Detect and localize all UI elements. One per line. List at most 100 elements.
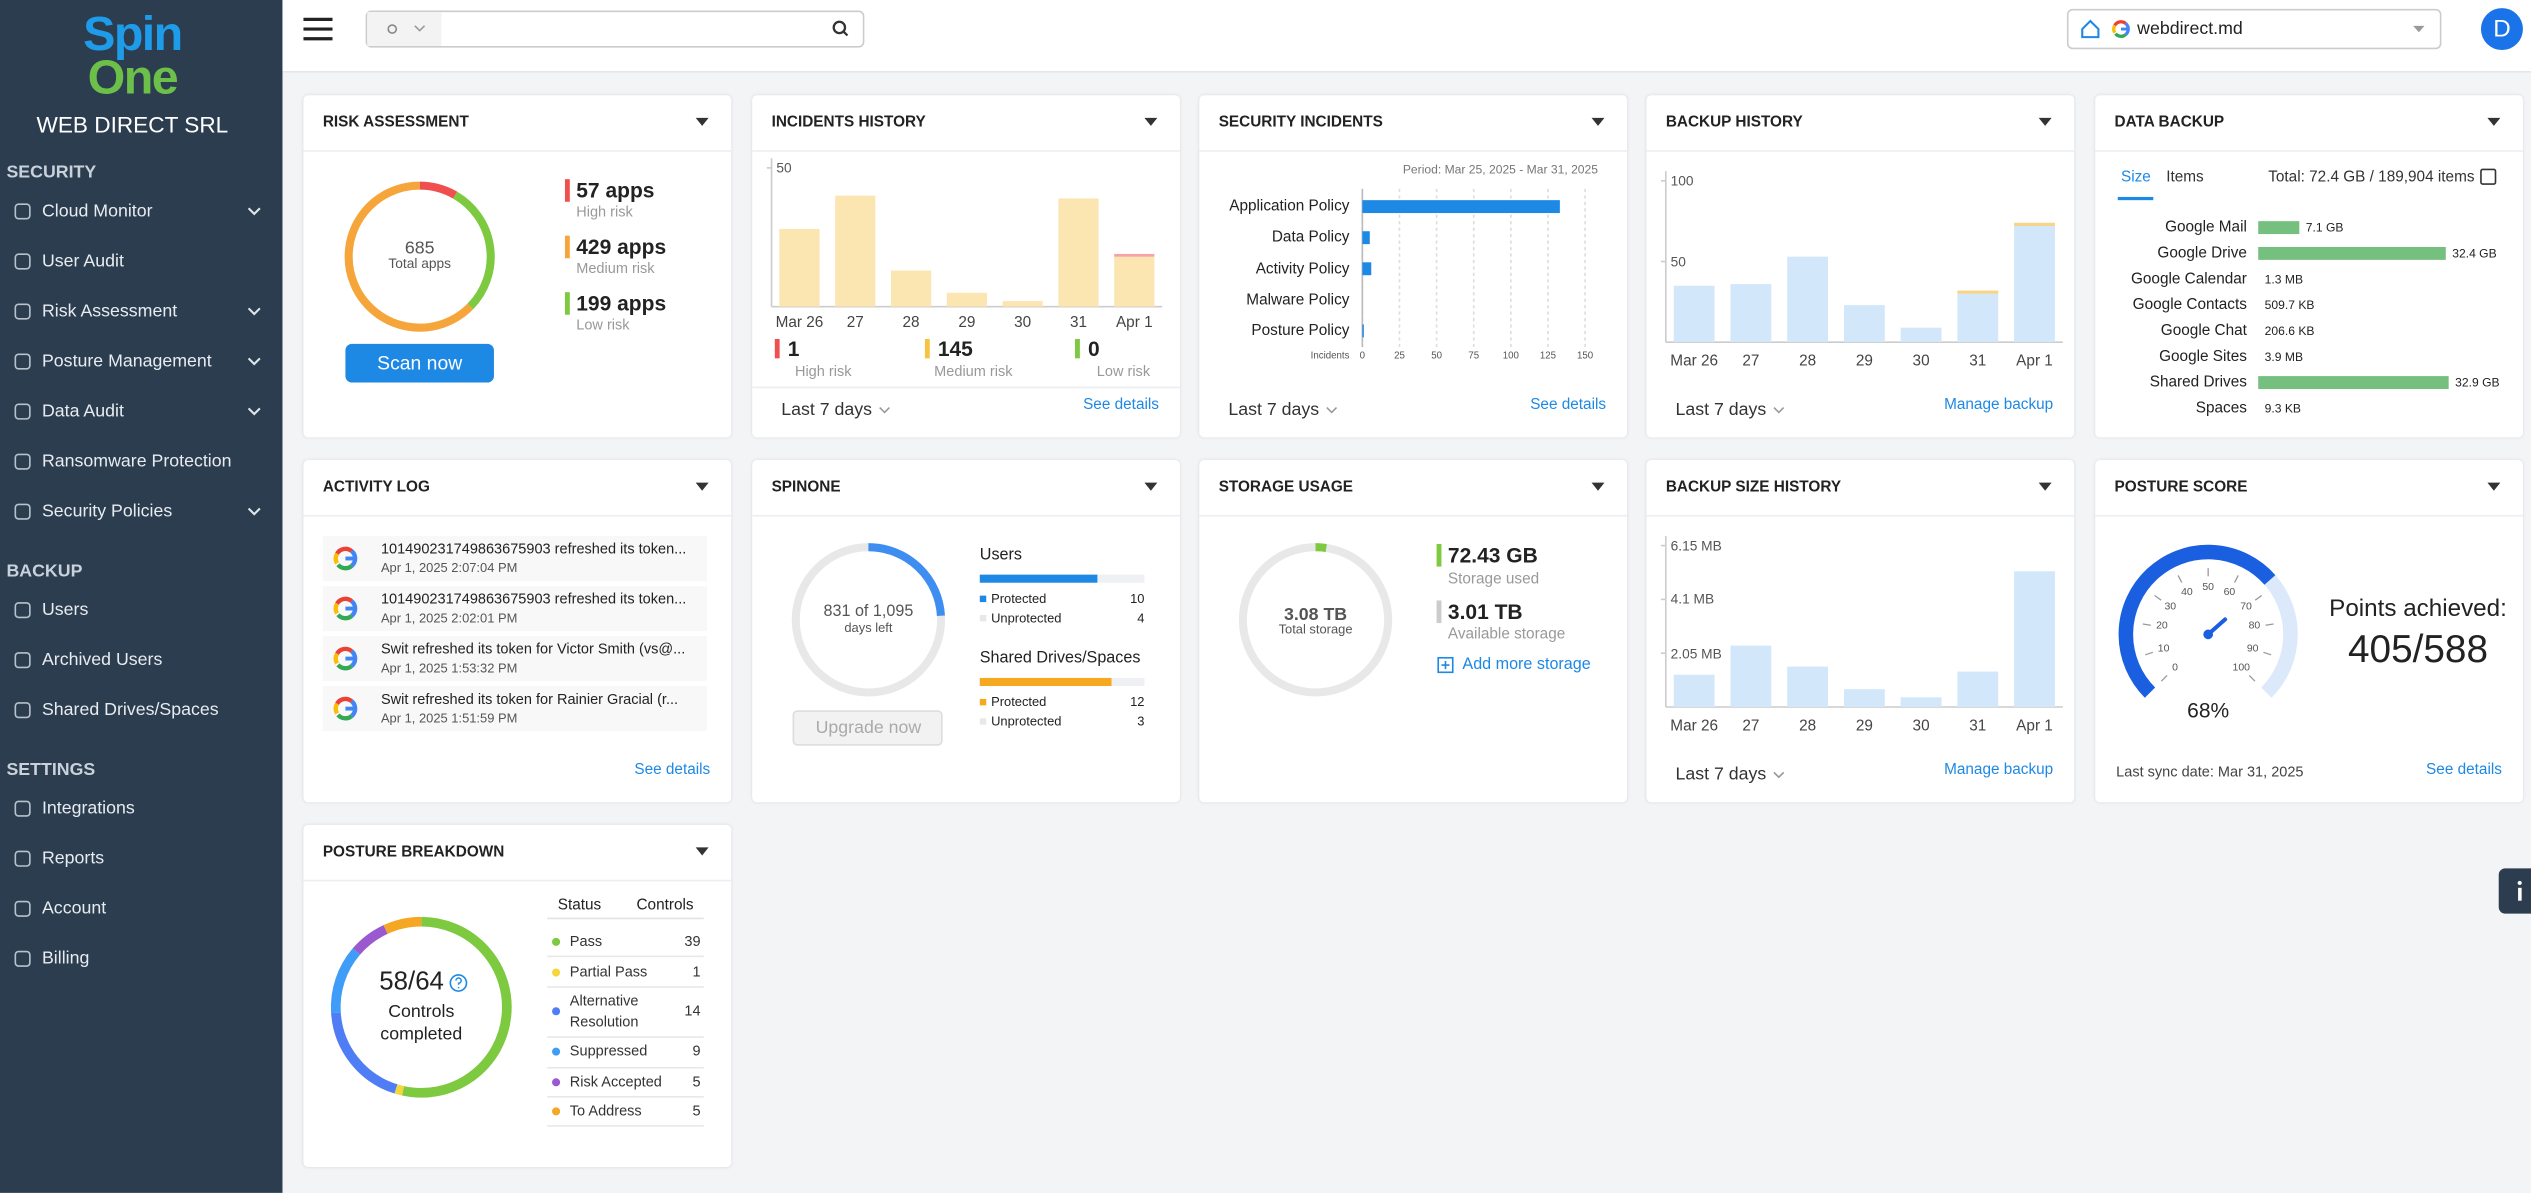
button-label[interactable]: Scan now [377, 351, 463, 375]
tab[interactable]: Items [2166, 168, 2204, 187]
status-row: Alternative Resolution 14 [547, 987, 704, 1039]
nav-item[interactable]: Risk Assessment [41, 301, 178, 322]
button-label[interactable]: Upgrade now [815, 718, 922, 738]
gauge-tick [2154, 594, 2162, 601]
text: of [854, 602, 869, 621]
nav-item[interactable]: Integrations [41, 799, 135, 819]
y-tick-label: 2.05 MB [1670, 645, 1722, 662]
log-text: 101490231749863675903 refreshed its toke… [380, 590, 687, 607]
x-tick-label: 75 [1468, 351, 1480, 362]
value-label: 32.4 GB [2452, 246, 2497, 261]
legend-swatch [979, 718, 987, 725]
menu-caret [695, 847, 709, 856]
google-icon [333, 552, 340, 565]
tab[interactable]: Size [2121, 168, 2151, 187]
status-label: Risk Accepted [569, 1072, 662, 1090]
x-tick-label: 50 [1431, 351, 1442, 362]
avatar [2480, 8, 2523, 51]
gauge-tick-label: 60 [2223, 586, 2236, 599]
sidebar: Spin One WEB DIRECT SRL SECURITY Cloud Monit… [0, 0, 283, 1193]
gauge-tick-label: 20 [2156, 621, 2168, 633]
risk-marker [1075, 338, 1080, 359]
count: 5 [692, 1072, 701, 1090]
gauge-tick-label: 90 [2246, 643, 2259, 655]
bar [2258, 221, 2300, 235]
total-label: Total apps [388, 255, 451, 272]
nav-item[interactable]: Security Policies [41, 502, 173, 522]
period-select[interactable]: Last 7 days [1675, 765, 1767, 785]
link[interactable]: See details [634, 761, 711, 779]
status-row: Risk Accepted 5 [547, 1068, 704, 1098]
section-title: SETTINGS [6, 760, 96, 780]
nav-item[interactable]: Account [41, 899, 107, 919]
status-row: To Address 5 [547, 1097, 704, 1128]
button[interactable] [345, 343, 494, 383]
link[interactable]: See details [2426, 761, 2502, 779]
x-tick-label: 29 [1855, 717, 1873, 736]
risk-label: Medium risk [576, 259, 655, 277]
period-select[interactable]: Last 7 days [1675, 400, 1767, 420]
period-select[interactable]: Last 7 days [1228, 400, 1320, 420]
x-tick-label: 28 [1799, 352, 1817, 371]
period-select[interactable]: Last 7 days [781, 400, 873, 420]
legend-label: Unprotected [991, 610, 1062, 626]
risk-marker [564, 235, 570, 259]
nav-item[interactable]: Billing [41, 949, 90, 969]
nav-item[interactable]: Posture Management [41, 351, 212, 372]
link[interactable]: Manage backup [1944, 761, 2054, 779]
nav-item[interactable]: Reports [41, 849, 105, 869]
legend-label: Protected [991, 694, 1047, 710]
category-label: Posture Policy [1251, 322, 1350, 340]
nav-item[interactable]: Data Audit [41, 401, 124, 422]
category-label: Malware Policy [1246, 290, 1350, 309]
link[interactable]: See details [1530, 396, 1607, 415]
bar [1673, 285, 1715, 343]
graphics [303, 117, 732, 332]
risk-label: High risk [576, 203, 633, 220]
link[interactable]: Manage backup [1944, 396, 2054, 415]
bar [2014, 222, 2055, 226]
avatar-letter[interactable]: D [2493, 15, 2511, 43]
x-tick-label: 31 [1969, 717, 1987, 736]
y-tick-label: 50 [776, 159, 792, 176]
nav-item[interactable]: Cloud Monitor [41, 201, 153, 222]
status-label: To Address [569, 1102, 642, 1119]
menu-caret [1591, 482, 1605, 491]
google-icon [333, 702, 340, 715]
google-icon [335, 646, 354, 656]
graphics [1646, 482, 2075, 779]
logo: Spin [83, 8, 183, 62]
link[interactable]: Add more storage [1462, 656, 1591, 674]
menu-caret [1144, 482, 1158, 491]
nav-item[interactable]: Shared Drives/Spaces [41, 700, 219, 720]
graphics [2095, 117, 2523, 390]
info-tab[interactable] [2498, 868, 2531, 914]
nav-item[interactable]: Archived Users [41, 650, 163, 670]
donut-segment [868, 543, 945, 617]
period-range: Period: Mar 25, 2025 - Mar 31, 2025 [1402, 162, 1599, 177]
count: 9 [692, 1043, 701, 1060]
button[interactable] [792, 710, 943, 746]
status-table: Pass 39 Partial Pass 1 Alternative Resolutio… [547, 928, 704, 1128]
log-date: Apr 1, 2025 1:51:59 PM [380, 711, 518, 726]
count: 10 [1130, 591, 1145, 607]
risk-count: 57 apps [576, 178, 654, 202]
menu-caret [695, 117, 709, 126]
nav-item[interactable]: Users [41, 600, 89, 620]
card: INCIDENTS HISTORY 50 Mar 26 27 28 29 30 31 Apr 1… [752, 95, 1180, 438]
total: Total: 72.4 GB / 189,904 items [2268, 168, 2475, 187]
value-label: 206.6 KB [2264, 323, 2315, 339]
y-tick-label: 50 [1670, 253, 1686, 270]
nav-item[interactable]: Ransomware Protection [41, 451, 232, 472]
nav-item[interactable]: User Audit [41, 251, 124, 272]
menu-caret [1144, 117, 1158, 126]
link[interactable]: See details [1083, 396, 1159, 415]
donut-segment [352, 925, 388, 955]
card-title: SPINONE [771, 478, 841, 497]
nav-icon [14, 403, 31, 420]
risk-label: Low risk [1096, 363, 1151, 380]
status-dot [552, 1007, 561, 1017]
category-label: Application Policy [1229, 197, 1350, 216]
google-icon [336, 613, 354, 621]
